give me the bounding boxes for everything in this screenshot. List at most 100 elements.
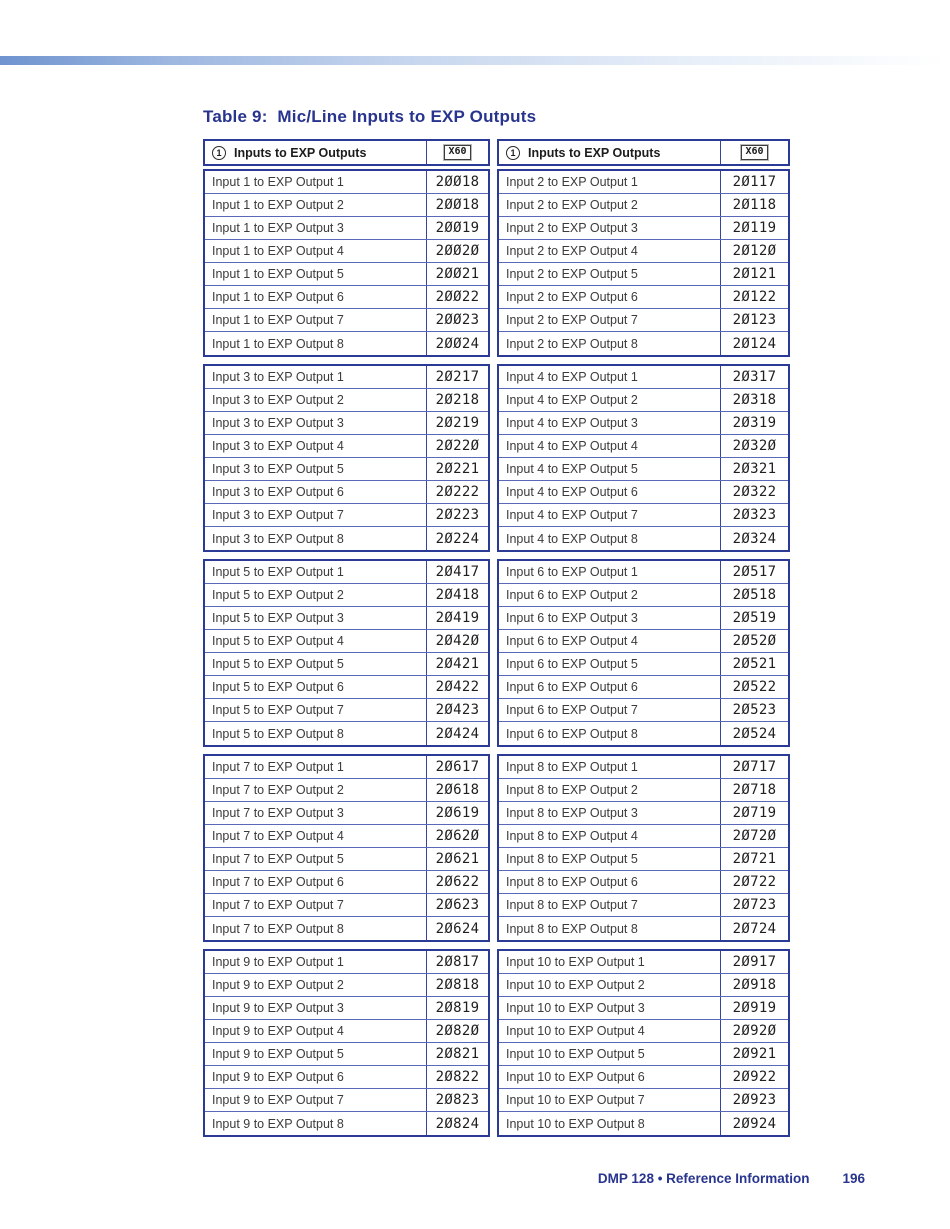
route-label: Input 4 to EXP Output 4 (499, 435, 721, 457)
route-label: Input 4 to EXP Output 8 (499, 527, 721, 550)
table-row: Input 7 to EXP Output 5 2Ø621 (205, 848, 488, 871)
sis-code: 2Ø719 (732, 805, 777, 821)
table-row: Input 10 to EXP Output 1 2Ø917 (499, 951, 788, 974)
sis-code: 2Ø717 (732, 759, 777, 775)
sis-code: 2Ø823 (435, 1092, 480, 1108)
table-row: Input 4 to EXP Output 8 2Ø324 (499, 527, 788, 550)
circled-1-icon: 1 (212, 145, 226, 160)
route-label: Input 7 to EXP Output 5 (205, 848, 427, 870)
sis-code: 2Ø224 (435, 530, 480, 547)
sis-code: 2Ø92Ø (732, 1023, 777, 1039)
route-label: Input 1 to EXP Output 2 (205, 194, 427, 216)
table-row: Input 3 to EXP Output 8 2Ø224 (205, 527, 488, 550)
route-label: Input 9 to EXP Output 4 (205, 1020, 427, 1042)
route-label: Input 9 to EXP Output 3 (205, 997, 427, 1019)
table-block-left: Input 1 to EXP Output 1 2ØØ18 Input 1 to E… (203, 169, 490, 357)
sis-code: 2Ø921 (732, 1046, 777, 1062)
table-header-left: 1 Inputs to EXP Outputs X60 (203, 139, 490, 166)
sis-code: 2Ø822 (435, 1069, 480, 1085)
route-label: Input 9 to EXP Output 1 (205, 951, 427, 973)
table-row: Input 5 to EXP Output 7 2Ø423 (205, 699, 488, 722)
sis-code: 2Ø72Ø (732, 828, 777, 844)
sis-code: 2Ø619 (435, 805, 480, 821)
table-row: Input 10 to EXP Output 7 2Ø923 (499, 1089, 788, 1112)
route-label: Input 9 to EXP Output 2 (205, 974, 427, 996)
sis-code: 2Ø218 (435, 392, 480, 408)
route-label: Input 2 to EXP Output 3 (499, 217, 721, 239)
table-row: Input 7 to EXP Output 1 2Ø617 (205, 756, 488, 779)
table-row: Input 3 to EXP Output 7 2Ø223 (205, 504, 488, 527)
sis-code: 2ØØ21 (435, 266, 480, 282)
footer-page-number: 196 (842, 1171, 865, 1186)
sis-code: 2Ø22Ø (435, 438, 480, 454)
sis-code: 2Ø322 (732, 484, 777, 500)
sis-code: 2Ø618 (435, 782, 480, 798)
route-label: Input 7 to EXP Output 1 (205, 756, 427, 778)
sis-code: 2ØØ24 (435, 335, 480, 352)
sis-code: 2Ø124 (732, 335, 777, 352)
sis-code: 2Ø919 (732, 1000, 777, 1016)
route-label: Input 3 to EXP Output 1 (205, 366, 427, 388)
sis-code: 2Ø721 (732, 851, 777, 867)
route-label: Input 8 to EXP Output 8 (499, 917, 721, 940)
route-label: Input 7 to EXP Output 4 (205, 825, 427, 847)
sis-code: 2Ø723 (732, 897, 777, 913)
sis-code: 2Ø724 (732, 920, 777, 937)
table-row: Input 10 to EXP Output 3 2Ø919 (499, 997, 788, 1020)
table-block-left: Input 3 to EXP Output 1 2Ø217 Input 3 to E… (203, 364, 490, 552)
table-row: Input 4 to EXP Output 4 2Ø32Ø (499, 435, 788, 458)
table-row: Input 1 to EXP Output 1 2ØØ18 (205, 171, 488, 194)
route-label: Input 4 to EXP Output 6 (499, 481, 721, 503)
route-label: Input 10 to EXP Output 2 (499, 974, 721, 996)
route-label: Input 2 to EXP Output 5 (499, 263, 721, 285)
route-label: Input 9 to EXP Output 7 (205, 1089, 427, 1111)
table-row: Input 8 to EXP Output 3 2Ø719 (499, 802, 788, 825)
route-label: Input 6 to EXP Output 3 (499, 607, 721, 629)
sis-code: 2ØØ19 (435, 220, 480, 236)
sis-code: 2Ø423 (435, 702, 480, 718)
route-label: Input 2 to EXP Output 8 (499, 332, 721, 355)
route-label: Input 6 to EXP Output 5 (499, 653, 721, 675)
header-variable-cell: X60 (427, 141, 488, 164)
sis-code: 2Ø32Ø (732, 438, 777, 454)
route-label: Input 5 to EXP Output 8 (205, 722, 427, 745)
sis-code: 2Ø624 (435, 920, 480, 937)
sis-code: 2Ø622 (435, 874, 480, 890)
table-row: Input 8 to EXP Output 4 2Ø72Ø (499, 825, 788, 848)
sis-code: 2Ø523 (732, 702, 777, 718)
sis-code: 2Ø118 (732, 197, 777, 213)
sis-code: 2Ø922 (732, 1069, 777, 1085)
sis-code: 2Ø317 (732, 369, 777, 385)
route-label: Input 9 to EXP Output 8 (205, 1112, 427, 1135)
table-row: Input 1 to EXP Output 3 2ØØ19 (205, 217, 488, 240)
sis-code: 2Ø419 (435, 610, 480, 626)
route-label: Input 5 to EXP Output 7 (205, 699, 427, 721)
route-label: Input 6 to EXP Output 1 (499, 561, 721, 583)
table-row: Input 10 to EXP Output 8 2Ø924 (499, 1112, 788, 1135)
table-row: Input 8 to EXP Output 1 2Ø717 (499, 756, 788, 779)
route-label: Input 5 to EXP Output 1 (205, 561, 427, 583)
circled-1-icon: 1 (506, 145, 520, 160)
sis-code: 2Ø321 (732, 461, 777, 477)
table-row: Input 1 to EXP Output 5 2ØØ21 (205, 263, 488, 286)
sis-code: 2ØØ18 (435, 174, 480, 190)
table-header-right: 1 Inputs to EXP Outputs X60 (497, 139, 790, 166)
route-label: Input 7 to EXP Output 2 (205, 779, 427, 801)
table-row: Input 6 to EXP Output 1 2Ø517 (499, 561, 788, 584)
sis-code: 2Ø824 (435, 1115, 480, 1132)
table-row: Input 1 to EXP Output 4 2ØØ2Ø (205, 240, 488, 263)
route-label: Input 10 to EXP Output 5 (499, 1043, 721, 1065)
route-label: Input 1 to EXP Output 5 (205, 263, 427, 285)
route-label: Input 5 to EXP Output 2 (205, 584, 427, 606)
route-label: Input 5 to EXP Output 4 (205, 630, 427, 652)
sis-code: 2Ø52Ø (732, 633, 777, 649)
table-row: Input 4 to EXP Output 6 2Ø322 (499, 481, 788, 504)
footer-doc-label: DMP 128 • Reference Information (597, 1171, 810, 1186)
sis-code: 2Ø122 (732, 289, 777, 305)
table-row: Input 7 to EXP Output 4 2Ø62Ø (205, 825, 488, 848)
table-row: Input 6 to EXP Output 6 2Ø522 (499, 676, 788, 699)
table-row: Input 5 to EXP Output 4 2Ø42Ø (205, 630, 488, 653)
table-row: Input 9 to EXP Output 4 2Ø82Ø (205, 1020, 488, 1043)
route-label: Input 1 to EXP Output 1 (205, 171, 427, 193)
route-label: Input 8 to EXP Output 3 (499, 802, 721, 824)
